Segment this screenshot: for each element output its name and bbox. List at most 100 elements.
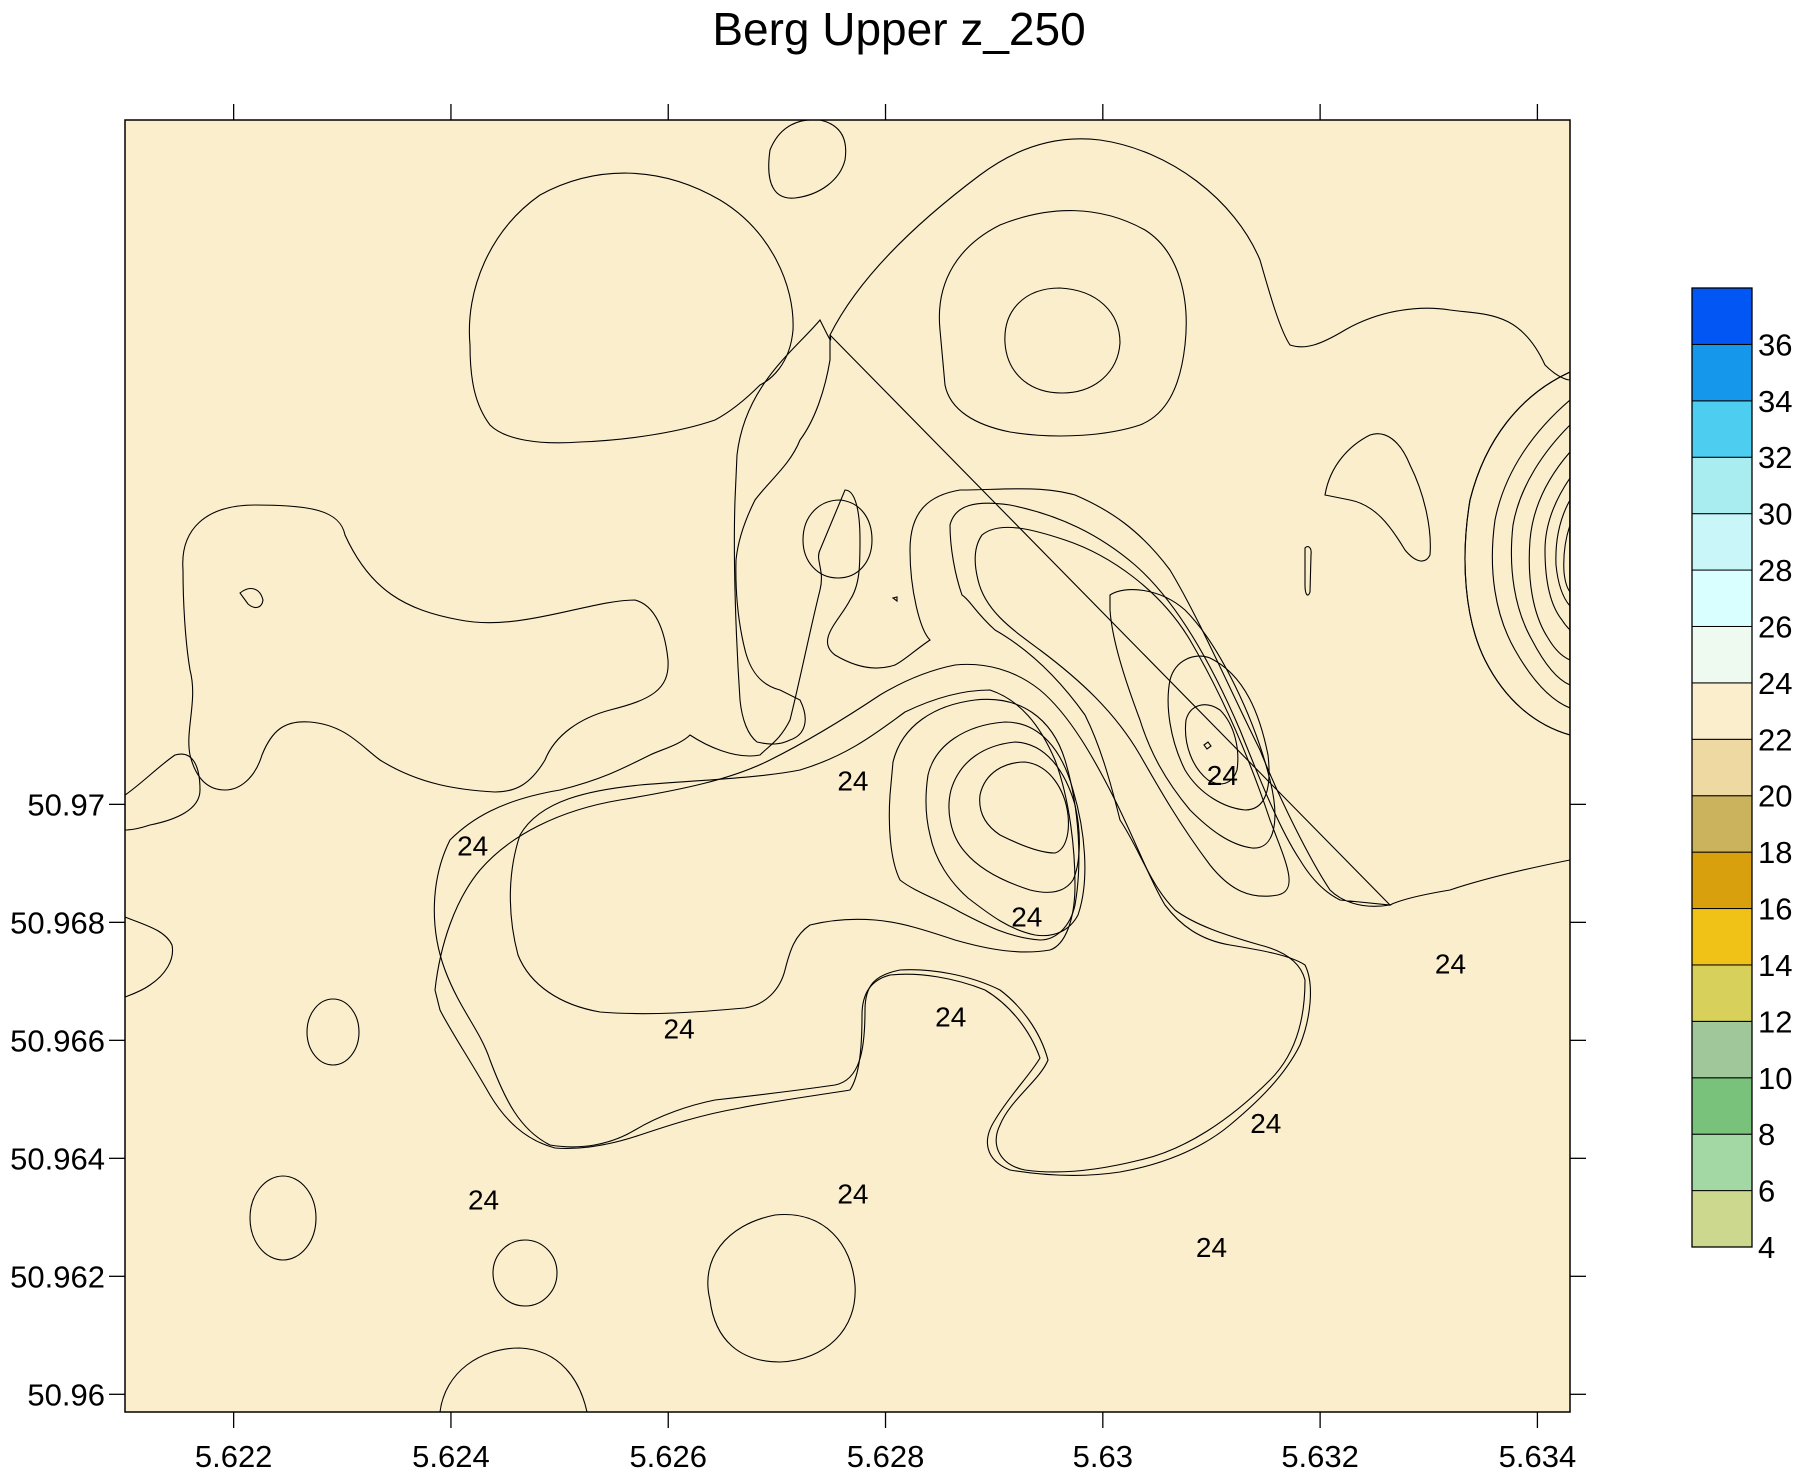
contour-label: 24 <box>1250 1108 1281 1139</box>
colorbar-swatch <box>1691 287 1753 345</box>
colorbar: 4 6 8 10 12 14 16 18 20 22 24 26 28 30 32 34 36 <box>1691 287 1792 1265</box>
x-tick-label: 5.63 <box>1073 1439 1133 1474</box>
contour-label: 24 <box>1207 760 1238 791</box>
contour-label: 24 <box>664 1014 695 1045</box>
colorbar-tick-label: 26 <box>1758 609 1792 644</box>
colorbar-tick-label: 32 <box>1758 440 1792 475</box>
colorbar-tick-label: 22 <box>1758 722 1792 757</box>
contour-region-12-14 <box>1544 477 1570 631</box>
colorbar-swatch <box>1691 738 1753 797</box>
colorbar-swatch <box>1691 1133 1753 1192</box>
colorbar-tick-label: 10 <box>1758 1061 1792 1096</box>
contour-region-18-20 <box>1109 589 1276 849</box>
contour-region-20-22 <box>768 120 847 199</box>
contour-label: 24 <box>935 1002 966 1033</box>
contour-region-16-18 <box>1167 655 1270 811</box>
contour-region-34-36 <box>979 761 1069 854</box>
contour-region-20-22 <box>182 504 669 793</box>
colorbar-swatch <box>1691 682 1753 740</box>
colorbar-tick-label: 24 <box>1758 666 1792 701</box>
contour-label: 24 <box>1196 1232 1227 1263</box>
colorbar-swatch <box>1691 1077 1753 1135</box>
x-tick-label: 5.628 <box>847 1439 925 1474</box>
colorbar-tick-label: 16 <box>1758 892 1792 927</box>
x-tick-label: 5.624 <box>412 1439 490 1474</box>
contour-region-20-22 <box>707 1214 856 1363</box>
contour-region-16-18 <box>1510 424 1570 686</box>
contour-region-26-28 <box>1304 546 1312 596</box>
plot-frame <box>124 119 1571 1413</box>
contour-region-26-28 <box>1324 433 1431 562</box>
y-tick-label: 50.962 <box>10 1259 105 1294</box>
colorbar-swatch <box>1691 569 1753 627</box>
y-tick-label: 50.968 <box>10 905 105 940</box>
x-tick-label: 5.632 <box>1281 1439 1359 1474</box>
background-22-24 <box>125 120 1570 1412</box>
contour-region-20-22 <box>492 1239 558 1307</box>
colorbar-tick-label: 20 <box>1758 779 1792 814</box>
contour-region-24-26 <box>433 138 1570 1173</box>
contour-region-14-16 <box>1184 704 1239 785</box>
colorbar-swatch <box>1691 964 1753 1022</box>
contour-region-26-28 <box>938 210 1187 437</box>
y-tick-label: 50.964 <box>10 1141 105 1176</box>
contour-region-26-28 <box>509 689 1076 1015</box>
contour-region-24-26 <box>733 319 832 745</box>
y-tick-label: 50.96 <box>27 1377 105 1412</box>
colorbar-tick-label: 36 <box>1758 327 1792 362</box>
contour-label: 24 <box>457 831 488 862</box>
contour-label: 24 <box>837 1179 868 1210</box>
contour-label: 24 <box>837 766 868 797</box>
colorbar-frame <box>1691 287 1753 1248</box>
colorbar-tick-label: 8 <box>1758 1117 1775 1152</box>
axes: 5.622 5.624 5.626 5.628 5.63 5.632 5.634 50.96 5… <box>10 104 1586 1474</box>
colorbar-swatch <box>1691 625 1753 684</box>
contour-region-10-12 <box>1555 498 1570 607</box>
contour-region-20-22 <box>249 1175 317 1261</box>
contour-region-28-30 <box>888 698 1080 941</box>
contour-region-30-32 <box>925 721 1086 937</box>
contour-labels: 24 24 24 24 24 24 24 24 24 24 24 <box>457 760 1466 1263</box>
contour-region-14-16 <box>1528 451 1570 661</box>
x-tick-label: 5.626 <box>629 1439 707 1474</box>
colorbar-swatch <box>1691 851 1753 910</box>
contour-region-8-10 <box>1563 524 1570 593</box>
x-tick-label: 5.622 <box>195 1439 273 1474</box>
contour-region-detail <box>891 596 898 603</box>
contour-region-18-20 <box>239 587 264 609</box>
contour-label: 24 <box>1435 949 1466 980</box>
contour-region-32-34 <box>948 741 1080 893</box>
contour-region-14-16 <box>1203 741 1212 750</box>
colorbar-tick-label: 30 <box>1758 497 1792 532</box>
colorbar-swatch <box>1691 908 1753 966</box>
y-tick-label: 50.966 <box>10 1023 105 1058</box>
colorbar-tick-label: 12 <box>1758 1004 1792 1039</box>
colorbar-swatch <box>1691 795 1753 853</box>
colorbar-tick-label: 28 <box>1758 553 1792 588</box>
contour-region-18-20 <box>1491 399 1570 709</box>
colorbar-swatch <box>1691 456 1753 515</box>
colorbar-swatch <box>1691 343 1753 402</box>
colorbar-tick-label: 14 <box>1758 948 1792 983</box>
contour-region-20-22 <box>974 526 1290 897</box>
contour-region-20-22 <box>306 998 360 1066</box>
colorbar-swatch <box>1691 400 1753 458</box>
colorbar-swatch <box>1691 1020 1753 1079</box>
y-tick-label: 50.97 <box>27 787 105 822</box>
contour-region-24-26 <box>468 172 794 444</box>
contour-region-26-28 <box>802 499 873 579</box>
chart-title: Berg Upper z_250 <box>712 3 1086 55</box>
colorbar-tick-label: 6 <box>1758 1174 1775 1209</box>
contour-label: 24 <box>1011 901 1042 932</box>
colorbar-tick-label: 18 <box>1758 835 1792 870</box>
contour-region-24-26 <box>125 916 174 998</box>
contour-label: 24 <box>468 1185 499 1216</box>
contour-region-20-22 <box>439 1347 588 1412</box>
contour-region-24-26 <box>434 663 1311 1176</box>
colorbar-tick-label: 4 <box>1758 1230 1775 1265</box>
colorbar-swatch <box>1691 513 1753 571</box>
contour-region-28-30 <box>1004 287 1121 394</box>
contour-region-20-22 <box>125 753 201 831</box>
colorbar-swatch <box>1691 1190 1753 1248</box>
